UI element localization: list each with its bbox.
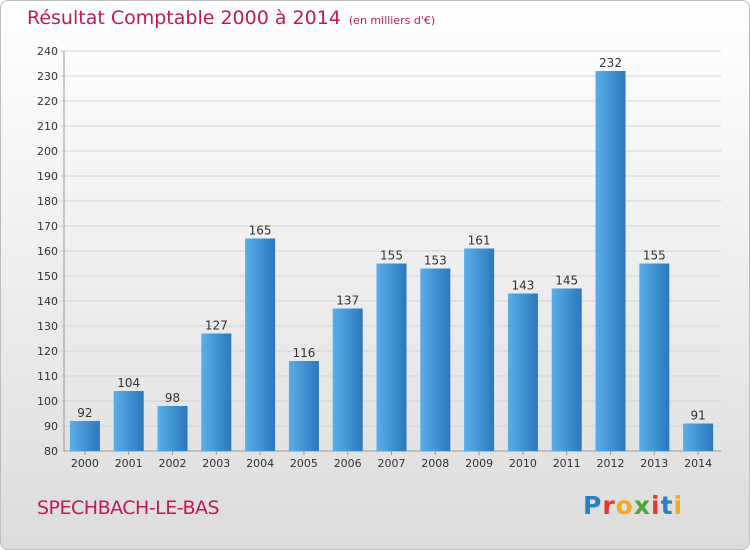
x-tick-label: 2005 [290,457,318,470]
bar [157,406,188,451]
bar [595,71,626,451]
x-tick-label: 2008 [421,457,449,470]
logo-letter: i [651,491,661,520]
x-tick-label: 2009 [465,457,493,470]
y-tick-label: 80 [44,445,58,458]
x-tick-label: 2011 [553,457,581,470]
x-tick-label: 2002 [159,457,187,470]
bar-value-label: 116 [292,346,315,360]
y-tick-label: 170 [37,220,58,233]
x-tick-label: 2000 [71,457,99,470]
bar [639,263,670,451]
x-tick-label: 2004 [246,457,274,470]
logo-letter: r [602,491,616,520]
y-tick-label: 220 [37,95,58,108]
logo-letter: P [583,491,603,520]
commune-name: SPECHBACH-LE-BAS [37,497,220,519]
x-tick-label: 2007 [378,457,406,470]
x-tick-label: 2006 [334,457,362,470]
y-tick-label: 140 [37,295,58,308]
x-tick-label: 2003 [202,457,230,470]
bar-value-label: 165 [249,224,272,238]
bar-value-label: 145 [555,274,578,288]
bar-value-label: 91 [690,409,705,423]
bar-value-label: 92 [77,406,92,420]
bar-value-label: 232 [599,56,622,70]
bar [113,391,144,451]
y-tick-label: 90 [44,420,58,433]
bar [288,361,319,451]
bar-value-label: 155 [643,249,666,263]
bar-layer [69,71,714,451]
bar-value-label: 155 [380,249,403,263]
bar [683,423,714,451]
y-tick-label: 190 [37,170,58,183]
bar [245,238,276,451]
logo-letter: o [615,491,634,520]
y-tick-label: 130 [37,320,58,333]
y-tick-label: 120 [37,345,58,358]
logo-letter: x [633,491,651,520]
y-tick-label: 200 [37,145,58,158]
bar-value-label: 143 [511,279,534,293]
bar-value-label: 161 [468,234,491,248]
bar-value-label: 104 [117,376,140,390]
logo-letter: i [673,491,684,520]
chart-unit-note: (en milliers d'€) [348,14,436,27]
chart-title-text: Résultat Comptable 2000 à 2014 [27,7,341,29]
x-tick-label: 2013 [640,457,668,470]
y-tick-label: 110 [37,370,58,383]
bar [201,333,232,451]
x-tick-label: 2001 [115,457,143,470]
chart-title: Résultat Comptable 2000 à 2014 (en millie… [27,7,435,29]
y-tick-label: 100 [37,395,58,408]
bar-value-label: 127 [205,319,228,333]
y-tick-label: 210 [37,120,58,133]
x-tick-label: 2010 [509,457,537,470]
x-tick-label: 2012 [597,457,625,470]
bar-value-label: 98 [165,391,180,405]
y-tick-label: 240 [37,45,58,58]
bar [464,248,495,451]
bar [507,293,538,451]
bar [332,308,363,451]
bar-value-label: 153 [424,254,447,268]
y-tick-label: 180 [37,195,58,208]
bar [551,288,582,451]
bar [69,421,100,451]
label-layer: 92 104 98 127 165 116 137 155 153 161 143 145 232 155… [77,56,705,423]
logo-letter: t [660,491,674,520]
bar [376,263,407,451]
y-tick-label: 160 [37,245,58,258]
bar [420,268,451,451]
bar-value-label: 137 [336,294,359,308]
proxiti-logo[interactable]: Proxiti [583,491,683,520]
y-tick-label: 150 [37,270,58,283]
x-tick-label: 2014 [684,457,712,470]
y-tick-label: 230 [37,70,58,83]
